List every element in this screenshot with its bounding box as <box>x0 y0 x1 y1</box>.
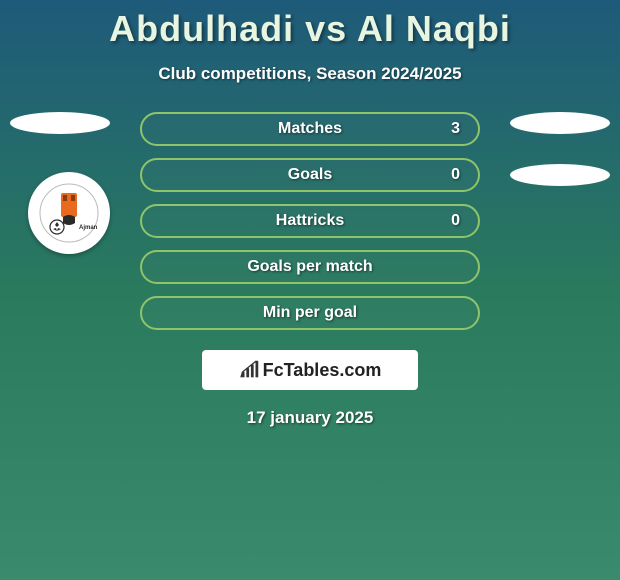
subtitle: Club competitions, Season 2024/2025 <box>0 64 620 84</box>
brand-box[interactable]: FcTables.com <box>202 350 418 390</box>
stat-value: 0 <box>451 212 460 230</box>
stat-label: Min per goal <box>263 304 357 322</box>
stat-label: Hattricks <box>276 212 344 230</box>
bar-chart-icon <box>239 359 261 381</box>
stat-row: Goals 0 <box>140 158 480 192</box>
stat-label: Goals <box>288 166 332 184</box>
page-title: Abdulhadi vs Al Naqbi <box>0 0 620 50</box>
player-right-oval-1 <box>510 112 610 134</box>
club-badge: Ajman <box>28 172 110 254</box>
stat-row: Goals per match <box>140 250 480 284</box>
date-line: 17 january 2025 <box>0 408 620 428</box>
svg-text:Ajman: Ajman <box>79 225 98 231</box>
brand-text: FcTables.com <box>263 360 382 381</box>
stat-row: Min per goal <box>140 296 480 330</box>
stat-row: Hattricks 0 <box>140 204 480 238</box>
stat-value: 3 <box>451 120 460 138</box>
stat-label: Matches <box>278 120 342 138</box>
player-right-oval-2 <box>510 164 610 186</box>
stat-label: Goals per match <box>247 258 372 276</box>
stat-row: Matches 3 <box>140 112 480 146</box>
stat-rows: Matches 3 Goals 0 Hattricks 0 Goals per match M… <box>140 112 480 330</box>
club-crest-icon: Ajman <box>39 183 99 243</box>
player-left-oval <box>10 112 110 134</box>
content-area: Ajman Matches 3 Goals 0 Hattricks 0 Goals per … <box>0 112 620 428</box>
stat-value: 0 <box>451 166 460 184</box>
club-badge-inner: Ajman <box>35 179 103 247</box>
